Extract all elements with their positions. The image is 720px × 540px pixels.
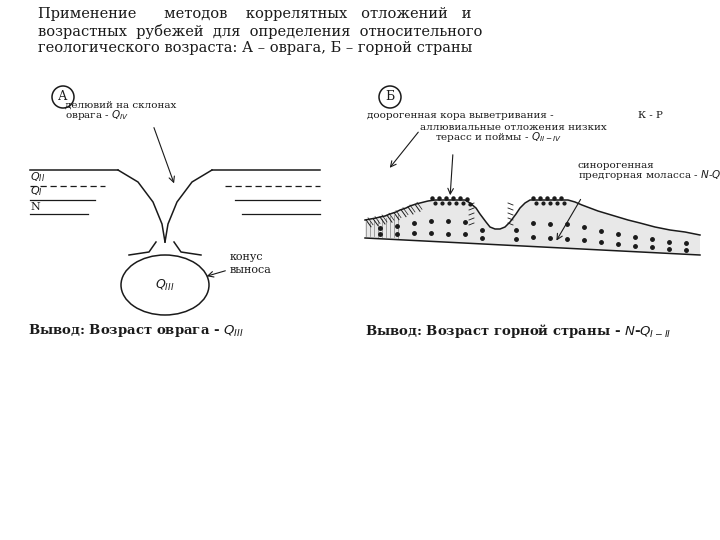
Text: выноса: выноса <box>230 265 272 275</box>
Text: предгорная моласса - $N$-$Q_{I-II}$: предгорная моласса - $N$-$Q_{I-II}$ <box>578 168 720 182</box>
Polygon shape <box>365 200 700 255</box>
Text: синорогенная: синорогенная <box>578 161 654 170</box>
Text: доорогенная кора выветривания -: доорогенная кора выветривания - <box>367 111 554 120</box>
Text: конус: конус <box>230 252 264 262</box>
Text: $Q_{II}$: $Q_{II}$ <box>30 170 45 184</box>
Text: делювий на склонах: делювий на склонах <box>65 101 176 110</box>
Text: $Q_{III}$: $Q_{III}$ <box>156 278 175 293</box>
Text: терасс и поймы - $Q_{II-IV}$: терасс и поймы - $Q_{II-IV}$ <box>435 130 562 144</box>
Text: Вывод: Возраст горной страны - $N$-$Q_{I-II}$: Вывод: Возраст горной страны - $N$-$Q_{I… <box>365 322 671 340</box>
Text: Вывод: Возраст оврага - $Q_{III}$: Вывод: Возраст оврага - $Q_{III}$ <box>28 322 244 339</box>
Text: Применение      методов    коррелятных   отложений   и: Применение методов коррелятных отложений… <box>38 7 472 21</box>
Text: К - Р: К - Р <box>638 111 663 120</box>
Text: А: А <box>58 91 68 104</box>
Text: аллювиальные отложения низких: аллювиальные отложения низких <box>420 123 607 132</box>
Text: $Q_{I}$: $Q_{I}$ <box>30 184 42 198</box>
Text: возрастных  рубежей  для  определения  относительного: возрастных рубежей для определения относ… <box>38 24 482 39</box>
Text: N: N <box>30 202 40 212</box>
Text: геологического возраста: А – оврага, Б – горной страны: геологического возраста: А – оврага, Б –… <box>38 41 472 55</box>
Text: Б: Б <box>385 91 395 104</box>
Text: оврага - $Q_{IV}$: оврага - $Q_{IV}$ <box>65 108 130 122</box>
